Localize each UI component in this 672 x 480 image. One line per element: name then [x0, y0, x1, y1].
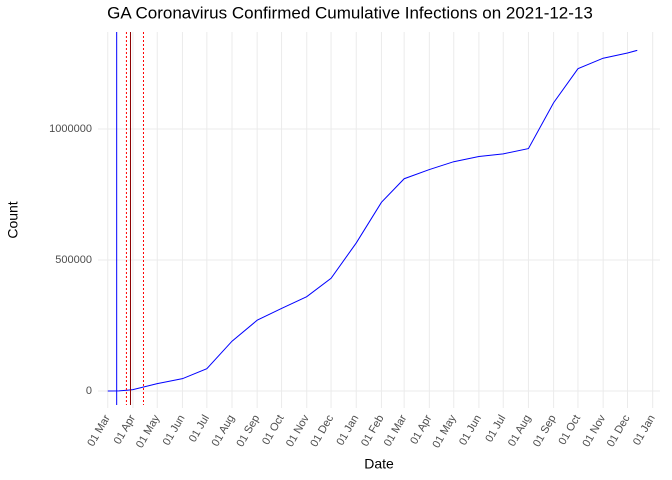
x-tick-label: 01 Mar [382, 413, 410, 449]
y-tick-label: 0 [86, 385, 92, 397]
x-tick-label: 01 Apr [408, 413, 434, 447]
y-tick-label: 500000 [55, 254, 92, 266]
x-tick-label: 01 Aug [210, 413, 238, 449]
y-tick-label: 1000000 [49, 123, 92, 135]
data-line [107, 49, 638, 392]
x-tick-label: 01 Aug [506, 413, 534, 449]
y-axis-label: Count [5, 201, 21, 238]
x-tick-label: 01 Mar [85, 413, 113, 449]
x-tick-label: 01 Oct [556, 413, 583, 447]
x-axis-label: Date [364, 456, 394, 472]
x-tick-label: 01 Dec [308, 413, 336, 450]
x-tick-label: 01 Jul [483, 413, 508, 444]
x-tick-label: 01 Jan [334, 413, 361, 448]
x-tick-label: 01 Oct [260, 413, 287, 447]
x-tick-label: 01 May [134, 413, 163, 451]
x-tick-label: 01 Sep [531, 413, 559, 449]
x-tick-label: 01 Jul [187, 413, 212, 444]
chart-title: GA Coronavirus Confirmed Cumulative Infe… [107, 3, 593, 22]
x-tick-label: 01 May [430, 413, 459, 451]
x-tick-label: 01 Jun [161, 413, 188, 448]
x-tick-label: 01 Dec [605, 413, 633, 450]
x-tick-label: 01 Sep [234, 413, 262, 449]
x-tick-label: 01 Jun [457, 413, 484, 448]
x-tick-label: 01 Apr [112, 413, 138, 447]
x-tick-label: 01 Jan [631, 413, 658, 448]
